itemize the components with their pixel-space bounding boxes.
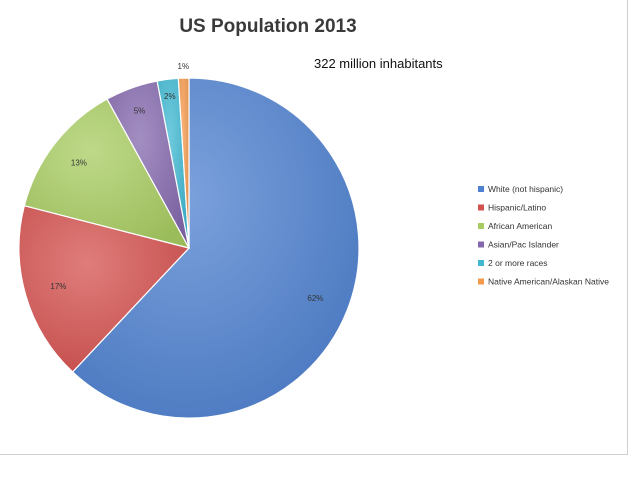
chart-subtitle: 322 million inhabitants	[314, 56, 443, 71]
pie-slice-native-american-alaskan-native	[177, 77, 190, 249]
chart-title: US Population 2013	[179, 16, 356, 37]
legend-label-2-or-more-races: 2 or more races	[488, 258, 548, 268]
pie-label-african-american: 13%	[71, 159, 87, 168]
slide-frame	[0, 0, 628, 455]
legend-swatch-asian-pac-islander	[478, 241, 484, 248]
pie-label-2-or-more-races: 2%	[164, 92, 176, 101]
legend: White (not hispanic) Hispanic/Latino Afric…	[478, 184, 609, 287]
legend-swatch-hispanic-latino	[478, 204, 484, 211]
legend-swatch-african-american	[478, 223, 484, 229]
pie-label-asian-pac-islander: 5%	[134, 106, 146, 115]
pie-label-native-american-alaskan-native: 1%	[178, 62, 190, 71]
pie-label-hispanic-latino: 17%	[50, 282, 66, 291]
legend-label-white-not-hispanic: White (not hispanic)	[488, 184, 563, 194]
pie-slice-african-american	[23, 98, 191, 249]
pie-labels: 62% 17% 13% 5% 2% 1%	[50, 62, 323, 303]
legend-label-hispanic-latino: Hispanic/Latino	[488, 203, 546, 213]
legend-label-asian-pac-islander: Asian/Pac Islander	[488, 240, 559, 250]
legend-label-native-american-alaskan-native: Native American/Alaskan Native	[488, 277, 609, 287]
pie-label-white-not-hispanic: 62%	[307, 294, 323, 303]
legend-swatch-2-or-more-races	[478, 260, 484, 266]
pie-slice-white-not-hispanic	[71, 77, 360, 419]
legend-swatch-white-not-hispanic	[478, 186, 484, 192]
pie-slice-hispanic-latino	[18, 204, 191, 373]
legend-swatch-native-american-alaskan-native	[478, 278, 484, 285]
pie-slices	[18, 77, 360, 419]
legend-label-african-american: African American	[488, 221, 553, 231]
